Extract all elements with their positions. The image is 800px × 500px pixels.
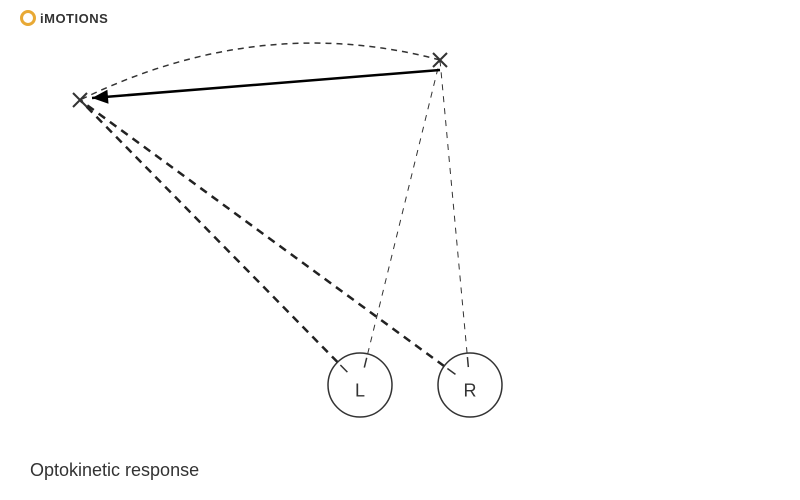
- diagram-caption: Optokinetic response: [30, 460, 199, 481]
- left-eye-label: L: [355, 381, 365, 402]
- optokinetic-diagram: [0, 0, 800, 500]
- right-eye-label: R: [464, 381, 477, 402]
